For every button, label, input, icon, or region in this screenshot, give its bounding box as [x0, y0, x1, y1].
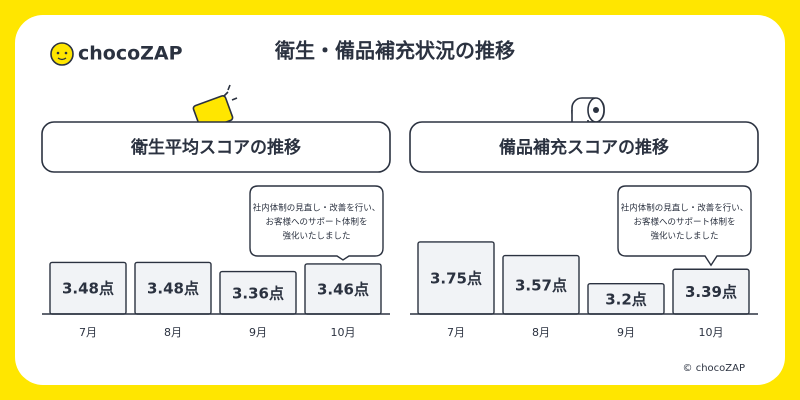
value-label: 3.39点 — [685, 283, 737, 301]
annotation: お客様へのサポート体制を — [633, 217, 735, 228]
callout — [617, 185, 752, 267]
x-tick-label: 10月 — [331, 326, 356, 339]
callout — [249, 185, 384, 261]
value-label: 3.75点 — [430, 269, 482, 287]
brand: chocoZAP — [78, 43, 183, 65]
x-tick-label: 10月 — [699, 326, 724, 339]
x-tick-label: 9月 — [617, 326, 635, 339]
x-tick-label: 7月 — [447, 326, 465, 339]
x-tick-label: 8月 — [164, 326, 182, 339]
panel-title: 衛生平均スコアの推移 — [130, 137, 301, 158]
x-tick-label: 9月 — [249, 326, 267, 339]
panel-header — [409, 121, 759, 173]
panel-title: 備品補充スコアの推移 — [499, 137, 669, 158]
logo-icon — [50, 42, 74, 66]
value-label: 3.48点 — [62, 280, 114, 298]
value-label: 3.36点 — [232, 284, 284, 302]
x-tick-label: 8月 — [532, 326, 550, 339]
copyright: © chocoZAP — [683, 363, 745, 374]
page-title: 衛生・備品補充状況の推移 — [274, 39, 515, 63]
value-label: 3.2点 — [605, 290, 647, 308]
value-label: 3.48点 — [147, 280, 199, 298]
annotation: 強化いたしました — [650, 231, 718, 242]
annotation: お客様へのサポート体制を — [265, 217, 367, 228]
annotation: 強化いたしました — [282, 231, 350, 242]
panel-header — [41, 121, 391, 173]
value-label: 3.57点 — [515, 276, 567, 294]
x-tick-label: 7月 — [79, 326, 97, 339]
annotation: 社内体制の見直し・改善を行い、 — [253, 203, 381, 214]
annotation: 社内体制の見直し・改善を行い、 — [621, 203, 749, 214]
value-label: 3.46点 — [317, 280, 369, 298]
